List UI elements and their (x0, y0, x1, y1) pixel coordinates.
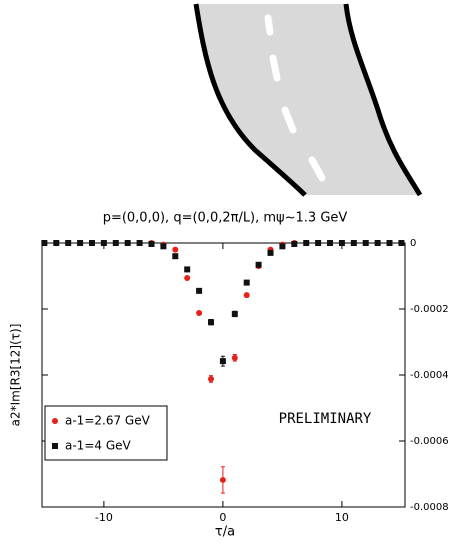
point (339, 240, 345, 246)
point (41, 240, 47, 246)
legend-marker (52, 418, 58, 424)
point (65, 240, 71, 246)
y-tick-label: -0.0004 (410, 370, 449, 381)
point (315, 240, 321, 246)
point (303, 240, 309, 246)
point (208, 376, 214, 382)
point (101, 240, 107, 246)
point (196, 288, 202, 294)
road-surface (196, 4, 420, 195)
y-axis-label: a2*Im[R3[12](τ)] (9, 324, 23, 427)
point (113, 240, 119, 246)
y-tick-label: 0 (410, 238, 416, 249)
legend-marker (52, 443, 58, 449)
point (291, 241, 297, 247)
point (256, 262, 262, 268)
x-tick-label: -10 (95, 511, 113, 524)
point (351, 240, 357, 246)
point (220, 358, 226, 364)
point (137, 240, 143, 246)
road-illustration (196, 4, 420, 195)
point (184, 266, 190, 272)
x-tick-label: 0 (219, 511, 226, 524)
point (208, 319, 214, 325)
point (232, 311, 238, 317)
point (196, 310, 202, 316)
point (220, 477, 226, 483)
point (53, 240, 59, 246)
y-tick-label: -0.0008 (410, 502, 449, 513)
point (160, 243, 166, 249)
y-tick-label: -0.0002 (410, 304, 449, 315)
point (77, 240, 83, 246)
y-tick-label: -0.0006 (410, 436, 449, 447)
point (125, 240, 131, 246)
chart-title: p=(0,0,0), q=(0,0,2π/L), mψ~1.3 GeV (103, 211, 348, 226)
point (172, 247, 178, 253)
point (375, 240, 381, 246)
point (89, 240, 95, 246)
point (268, 250, 274, 256)
x-tick-label: 10 (335, 511, 349, 524)
point (387, 240, 393, 246)
point (244, 280, 250, 286)
legend-label: a-1=2.67 GeV (65, 414, 151, 428)
point (148, 241, 154, 247)
point (232, 355, 238, 361)
annotation: PRELIMINARY (279, 411, 372, 427)
plot-frame (42, 243, 405, 507)
page: p=(0,0,0), q=(0,0,2π/L), mψ~1.3 GeV τ/a … (0, 0, 450, 541)
point (244, 292, 250, 298)
point (327, 240, 333, 246)
point (184, 275, 190, 281)
point (279, 243, 285, 249)
x-axis-label: τ/a (215, 525, 235, 540)
point (398, 240, 404, 246)
point (172, 253, 178, 259)
legend-label: a-1=4 GeV (65, 439, 132, 453)
point (363, 240, 369, 246)
